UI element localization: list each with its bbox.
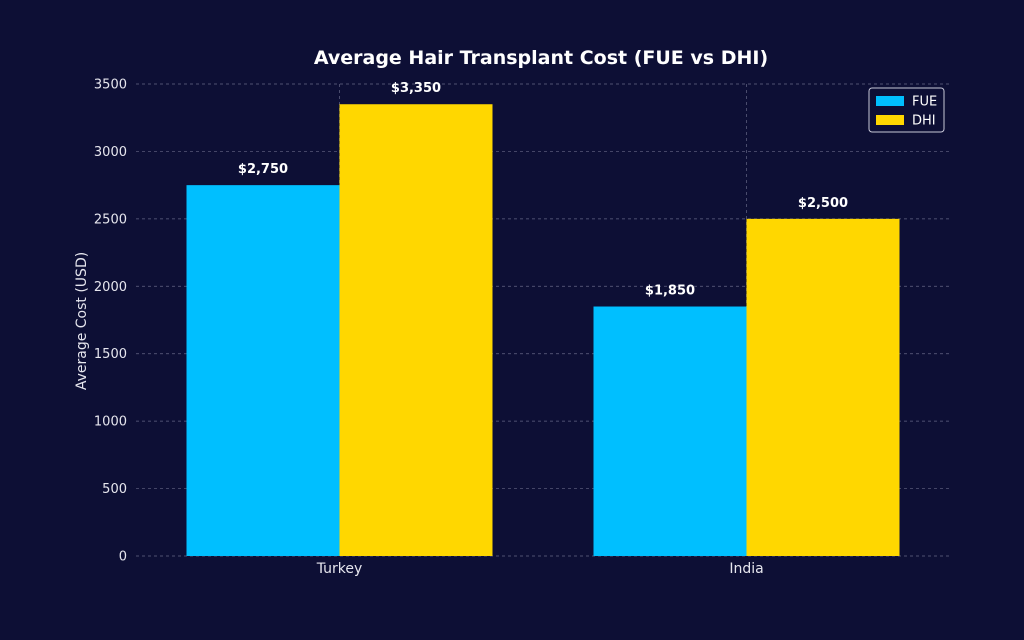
y-tick-label: 1000 (94, 415, 127, 430)
x-tick-label: India (729, 561, 763, 577)
legend-swatch-fue (876, 96, 904, 106)
bars (186, 104, 900, 556)
legend-label-dhi: DHI (912, 114, 936, 129)
data-label: $3,350 (391, 81, 441, 96)
y-tick-label: 500 (102, 482, 127, 497)
data-label: $2,750 (238, 162, 288, 177)
chart-title: Average Hair Transplant Cost (FUE vs DHI… (314, 47, 768, 69)
y-tick-label: 3000 (94, 145, 127, 160)
y-axis-ticks: 0 500 1000 1500 2000 2500 3000 3500 (94, 78, 127, 565)
x-axis-ticks: Turkey India (316, 561, 764, 577)
y-axis-label: Average Cost (USD) (74, 252, 90, 390)
y-tick-label: 0 (119, 550, 127, 565)
x-tick-label: Turkey (316, 561, 363, 577)
data-label: $2,500 (798, 196, 848, 211)
data-labels: $2,750 $1,850 $3,350 $2,500 (238, 81, 848, 298)
bar-fue-turkey (186, 185, 340, 556)
data-label: $1,850 (645, 284, 695, 299)
bar-fue-india (593, 306, 747, 556)
y-tick-label: 2500 (94, 212, 127, 227)
y-tick-label: 3500 (94, 78, 127, 93)
bar-dhi-turkey (339, 104, 493, 556)
legend-swatch-dhi (876, 115, 904, 125)
y-tick-label: 2000 (94, 280, 127, 295)
legend-label-fue: FUE (912, 95, 937, 110)
y-tick-label: 1500 (94, 347, 127, 362)
legend: FUE DHI (868, 87, 945, 133)
bar-dhi-india (746, 218, 900, 556)
